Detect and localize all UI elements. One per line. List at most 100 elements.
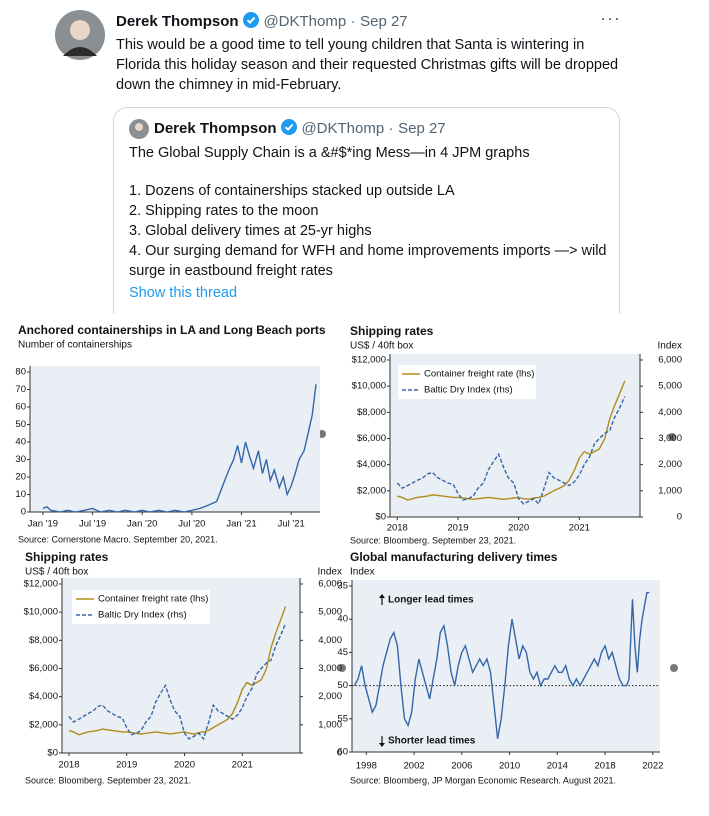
date[interactable]: Sep 27	[360, 13, 408, 30]
x-tick-label: Jan '19	[28, 519, 58, 530]
y-tick-label: $2,000	[357, 485, 386, 496]
x-tick-label: 2018	[387, 523, 408, 534]
y2-tick-label: 6,000	[658, 355, 682, 366]
chart: Shipping rates US$ / 40ft box Index $0 $2,00…	[24, 550, 342, 785]
y-axis-label: Number of containerships	[18, 340, 132, 351]
x-tick-label: 2018	[595, 761, 616, 772]
x-tick-label: 2002	[404, 761, 425, 772]
chart: Shipping rates US$ / 40ft box Index $0 $2,00…	[350, 324, 682, 545]
tweet-text: This would be a good time to tell young …	[116, 37, 619, 93]
chart-title: Shipping rates	[25, 550, 109, 564]
x-tick-label: 2018	[58, 760, 79, 771]
annotation: Shorter lead times	[388, 736, 476, 747]
scroll-dot	[670, 664, 678, 672]
quoted-date: Sep 27	[398, 120, 446, 137]
legend-label: Baltic Dry Index (rhs)	[98, 610, 187, 621]
quoted-author: Derek Thompson	[154, 120, 277, 137]
x-tick-label: 2006	[451, 761, 472, 772]
quoted-line: 1. Dozens of containerships stacked up o…	[129, 183, 455, 199]
x-tick-label: 2022	[642, 761, 663, 772]
y-tick-label: $12,000	[352, 355, 386, 366]
source-note: Source: Cornerstone Macro. September 20,…	[18, 534, 218, 544]
quoted-avatar	[129, 119, 149, 139]
annotation-arrowhead	[379, 594, 385, 598]
chart-title: Global manufacturing delivery times	[350, 550, 558, 564]
y-tick-label: $0	[47, 748, 58, 759]
y-tick-label: 50	[15, 419, 26, 430]
y-tick-label: 80	[15, 367, 26, 378]
author[interactable]: Derek Thompson	[116, 13, 239, 30]
y-axis-label: Index	[350, 567, 374, 578]
x-tick-label: Jul '21	[278, 519, 305, 530]
verified-badge	[242, 12, 259, 28]
show-thread-link[interactable]: Show this thread	[129, 285, 238, 301]
y2-tick-label: 4,000	[658, 407, 682, 418]
separator: ·	[388, 120, 394, 137]
avatar-body	[63, 47, 97, 56]
plot-area	[30, 366, 320, 512]
y2-tick-label: 6,000	[318, 579, 342, 590]
y2-tick-label: 2,000	[658, 459, 682, 470]
annotation: Longer lead times	[388, 595, 474, 606]
y-tick-label: $2,000	[29, 719, 58, 730]
legend-box	[72, 590, 210, 624]
data-line	[68, 606, 287, 736]
chart-title: Anchored containerships in LA and Long B…	[18, 323, 326, 337]
y-tick-label: $6,000	[357, 433, 386, 444]
legend-label: Container freight rate (lhs)	[98, 594, 208, 605]
y-axis-label: US$ / 40ft box	[350, 341, 413, 352]
x-tick-label: 2010	[499, 761, 520, 772]
y2-tick-label: 3,000	[658, 433, 682, 444]
y-tick-label: 60	[15, 402, 26, 413]
y2-tick-label: 0	[677, 512, 682, 523]
x-tick-label: 2019	[447, 523, 468, 534]
y-tick-label: $8,000	[357, 407, 386, 418]
x-tick-label: 2021	[232, 760, 253, 771]
y2-tick-label: 5,000	[318, 607, 342, 618]
x-tick-label: Jan '20	[127, 519, 157, 530]
source-note: Source: Bloomberg. September 23, 2021.	[25, 775, 191, 785]
source-note: Source: Bloomberg, JP Morgan Economic Re…	[350, 775, 616, 785]
quoted-line: The Global Supply Chain is a &#$*ing Mes…	[129, 145, 530, 161]
x-tick-label: 2021	[569, 523, 590, 534]
x-tick-label: 2014	[547, 761, 568, 772]
legend-label: Container freight rate (lhs)	[424, 369, 534, 380]
y2-axis-label: Index	[658, 341, 682, 352]
y-tick-label: 10	[15, 489, 26, 500]
data-line	[397, 380, 626, 501]
y-tick-label: 40	[337, 614, 348, 625]
avatar[interactable]	[55, 10, 105, 60]
y-tick-label: $0	[375, 512, 386, 523]
chart: Anchored containerships in LA and Long B…	[15, 323, 325, 544]
x-tick-label: Jul '19	[79, 519, 106, 530]
y-tick-label: $10,000	[352, 381, 386, 392]
y-tick-label: 70	[15, 384, 26, 395]
more-menu[interactable]: ···	[600, 8, 621, 28]
source-note: Source: Bloomberg. September 23, 2021.	[350, 535, 516, 545]
x-tick-label: 2020	[174, 760, 195, 771]
quoted-tweet[interactable]	[113, 107, 620, 318]
y-tick-label: $4,000	[29, 691, 58, 702]
x-tick-label: 2020	[508, 523, 529, 534]
x-tick-label: 2019	[116, 760, 137, 771]
separator: ·	[350, 13, 356, 30]
y-tick-label: 60	[337, 747, 348, 758]
y2-tick-label: 1,000	[318, 719, 342, 730]
handle[interactable]: @DKThomp	[263, 13, 347, 30]
data-line	[42, 384, 317, 513]
y-tick-label: 55	[337, 713, 348, 724]
quoted-handle: @DKThomp	[301, 120, 385, 137]
legend-box	[398, 365, 536, 399]
scroll-dot	[668, 433, 676, 441]
quoted-header: Derek Thompson @DKThomp · Sep 27	[154, 119, 446, 138]
chart-title: Shipping rates	[350, 324, 434, 338]
y2-tick-label: 1,000	[658, 485, 682, 496]
tweet-header: Derek Thompson @DKThomp · Sep 27	[116, 12, 408, 31]
y-tick-label: $12,000	[24, 579, 58, 590]
annotation-arrowhead	[379, 743, 385, 747]
y-axis-label: US$ / 40ft box	[25, 567, 88, 578]
scroll-dot	[338, 664, 346, 672]
y2-tick-label: 3,000	[318, 663, 342, 674]
x-tick-label: Jul '20	[178, 519, 205, 530]
